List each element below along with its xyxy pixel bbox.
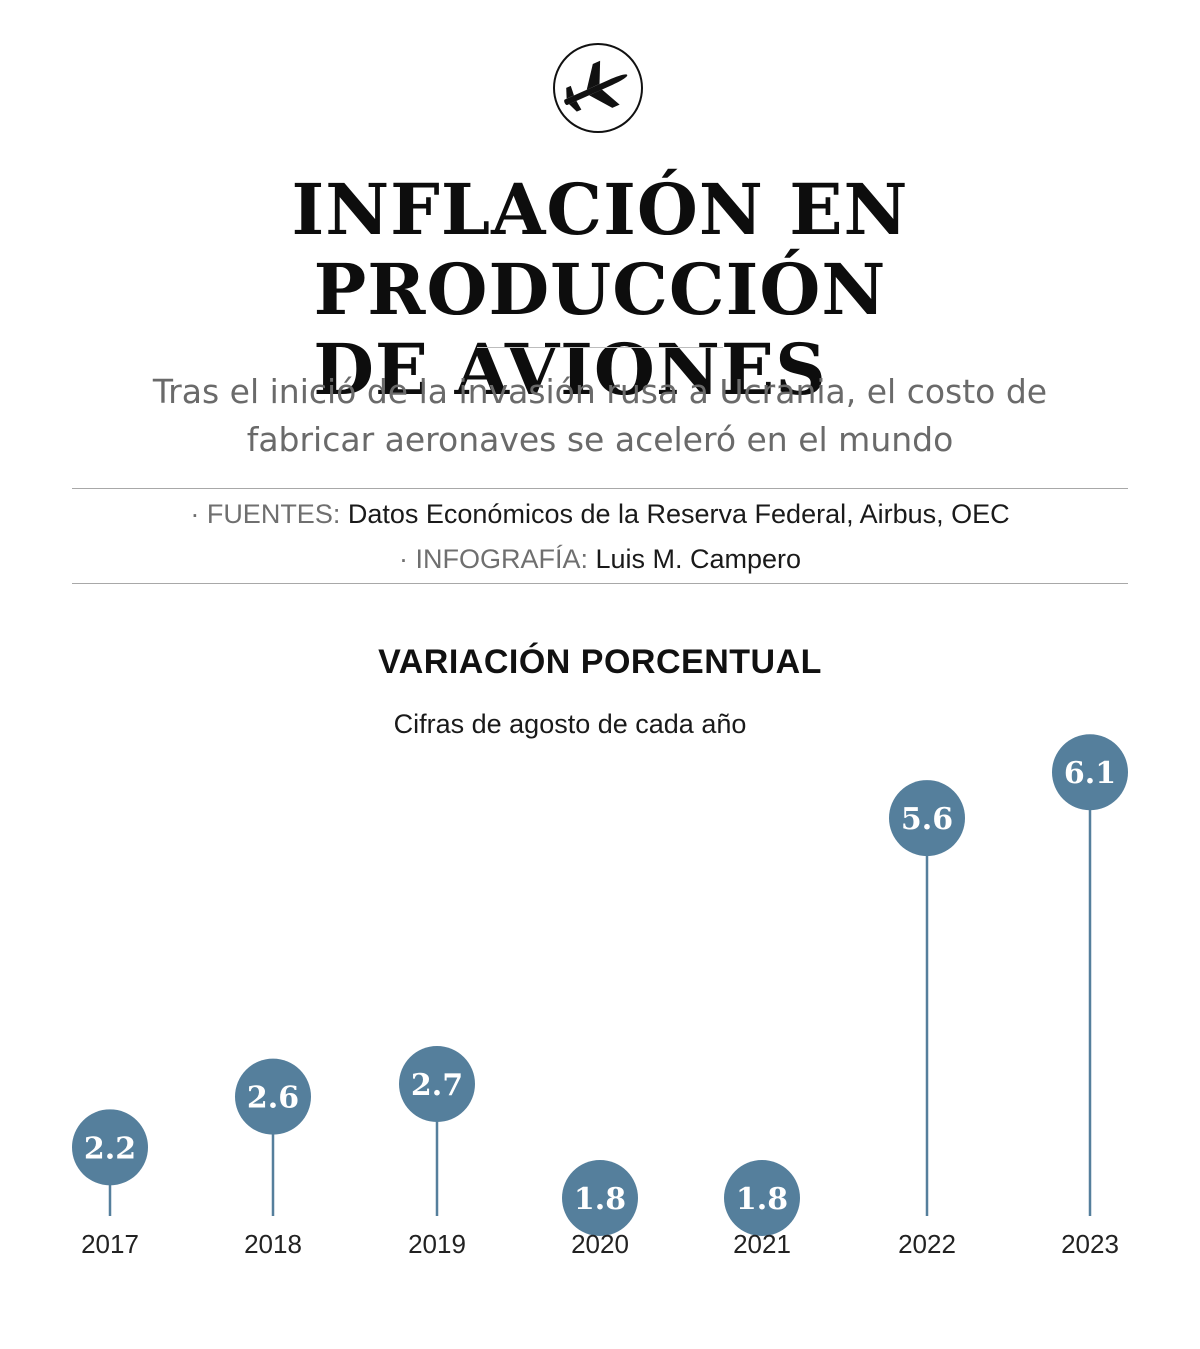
title-line-2: DE AVIONES [313,328,827,411]
data-label: 1.8 [736,1182,788,1217]
lollipop-marker [399,1045,475,1122]
data-label: 2.7 [411,1068,463,1103]
x-tick-label: 2023 [1061,1229,1119,1259]
x-tick-label: 2017 [81,1229,139,1259]
x-tick-label: 2020 [571,1229,629,1259]
title-line-1: INFLACIÓN EN PRODUCCIÓN [291,168,909,331]
graphics-credit: · INFOGRAFÍA: Luis M. Campero [0,542,1200,576]
data-label: 6.1 [1064,756,1116,791]
lollipop-marker [724,1160,800,1236]
sources-credit: · FUENTES: Datos Económicos de la Reserv… [0,497,1200,531]
chart-subtitle: Cifras de agosto de cada año [393,709,747,739]
x-tick-label: 2021 [733,1229,791,1259]
data-label: 2.6 [247,1081,299,1116]
data-label: 5.6 [901,802,953,837]
sources-value: Datos Económicos de la Reserva Federal, … [347,499,1010,529]
lollipop-marker [235,1058,311,1135]
x-tick-label: 2019 [408,1229,466,1259]
lollipop-marker [889,780,965,857]
airplane-badge [553,43,643,133]
data-label: 2.2 [84,1131,136,1166]
x-tick-label: 2018 [244,1229,302,1259]
chart-title: VARIACIÓN PORCENTUAL [378,643,822,681]
credits-bottom-divider [72,583,1128,584]
lollipop-marker [562,1160,638,1236]
credits-top-divider [72,488,1128,489]
graphics-label: · INFOGRAFÍA: [398,544,588,574]
page-subtitle: Tras el inició de la invasión rusa a Ucr… [152,372,1048,459]
title-divider [477,347,723,348]
data-label: 1.8 [574,1182,626,1217]
graphics-value: Luis M. Campero [595,544,802,574]
lollipop-marker [1052,734,1128,811]
lollipop-marker [72,1109,148,1186]
x-tick-label: 2022 [898,1229,956,1259]
sources-label: · FUENTES: [190,499,341,529]
page-title: INFLACIÓN EN PRODUCCIÓN DE AVIONES [0,170,1200,410]
airplane-icon [564,60,628,112]
